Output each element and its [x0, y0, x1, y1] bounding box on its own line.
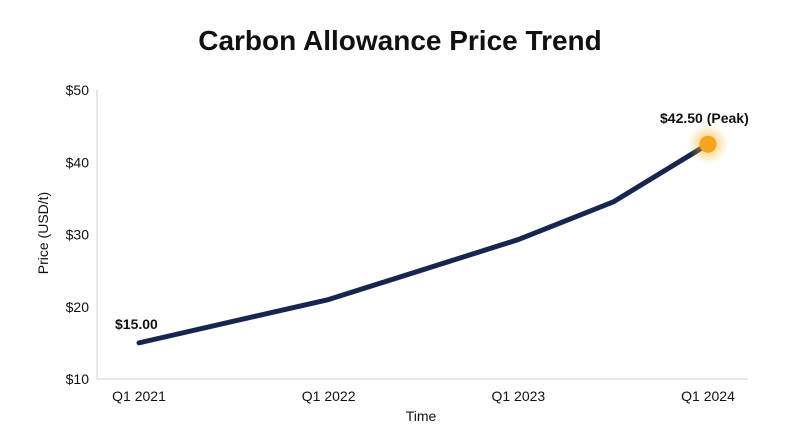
series-layer: [136, 141, 711, 346]
y-axis-title: Price (USD/t): [35, 192, 51, 274]
peak-price-label: $42.50 (Peak): [660, 110, 749, 126]
y-tick-label: $20: [66, 299, 90, 315]
peak-marker: [699, 135, 717, 153]
x-tick-label: Q1 2024: [681, 388, 735, 404]
x-tick-label: Q1 2023: [491, 388, 545, 404]
axes-layer: [96, 90, 748, 380]
y-tick-label: $10: [66, 371, 90, 387]
x-axis-title: Time: [406, 408, 437, 424]
y-tick-label: $50: [66, 82, 90, 98]
start-price-label: $15.00: [115, 316, 158, 332]
chart-title: Carbon Allowance Price Trend: [198, 25, 602, 56]
annotations-layer: $15.00 $42.50 (Peak): [115, 110, 749, 332]
series-line: [136, 141, 711, 346]
y-tick-label: $40: [66, 154, 90, 170]
y-tick-label: $30: [66, 227, 90, 243]
x-tick-label: Q1 2021: [112, 388, 166, 404]
x-tick-label: Q1 2022: [302, 388, 356, 404]
tick-layer: $10 $20 $30 $40 $50 Q1 2021 Q1 2022 Q1 2023 Q1 2…: [66, 82, 735, 404]
